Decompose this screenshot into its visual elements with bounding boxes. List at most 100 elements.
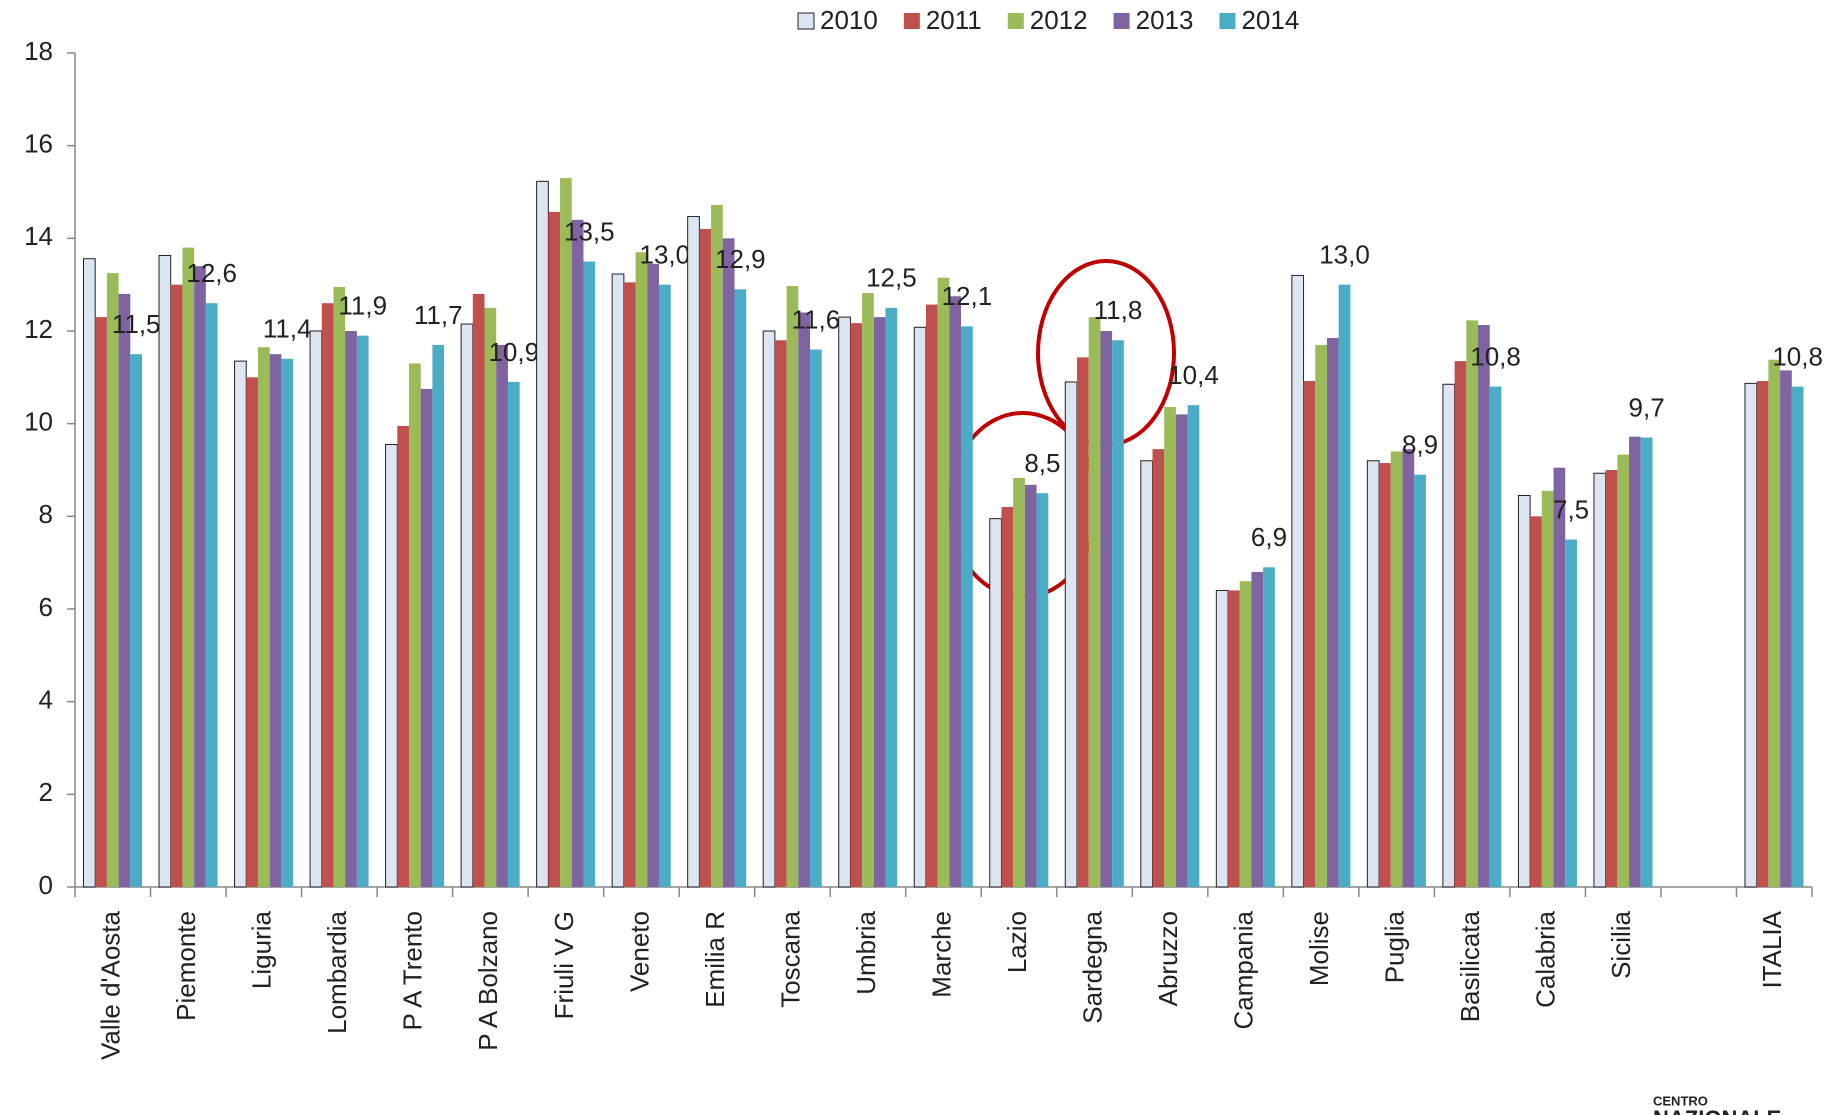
bar	[1338, 284, 1351, 888]
bar	[571, 219, 584, 888]
data-label: 11,4	[263, 314, 312, 344]
bar	[1187, 405, 1200, 887]
bar	[1390, 451, 1403, 887]
bar	[913, 326, 927, 888]
data-label: 11,9	[338, 291, 387, 321]
bar	[1140, 460, 1154, 888]
bar	[838, 316, 851, 888]
data-label: 13,0	[640, 240, 691, 270]
bar	[1175, 414, 1188, 887]
data-label: 13,5	[564, 216, 615, 246]
y-tick-label: 8	[39, 499, 53, 529]
data-label: 8,9	[1402, 430, 1438, 460]
bar	[472, 293, 485, 887]
bar	[536, 180, 549, 888]
data-label: 13,0	[1319, 240, 1370, 270]
legend-swatch	[1113, 13, 1130, 29]
y-tick-label: 2	[39, 777, 53, 807]
bar	[1001, 507, 1014, 887]
legend-label: 2010	[820, 5, 878, 35]
bar	[281, 358, 294, 887]
bar	[734, 289, 747, 887]
bar	[95, 317, 107, 888]
y-tick-label: 10	[24, 407, 53, 437]
data-label: 11,8	[1094, 295, 1143, 325]
bar	[774, 340, 787, 887]
bar	[1251, 571, 1264, 887]
bar	[762, 330, 776, 888]
legend-swatch	[1219, 13, 1236, 29]
bar	[1239, 581, 1252, 887]
bar	[1315, 344, 1327, 887]
data-label: 9,7	[1629, 392, 1665, 422]
bar	[1036, 493, 1049, 887]
bar	[1024, 484, 1037, 887]
bar	[1088, 317, 1101, 888]
bar	[1517, 494, 1531, 888]
data-label: 11,5	[112, 309, 161, 339]
bar	[1100, 331, 1113, 887]
bar	[170, 284, 183, 888]
bar	[1076, 357, 1089, 887]
bar	[583, 261, 596, 887]
bar	[82, 258, 96, 888]
bar	[623, 282, 636, 888]
bar	[989, 518, 1002, 888]
bar	[1291, 274, 1305, 888]
bar	[548, 211, 561, 887]
data-label: 10,8	[1470, 341, 1521, 371]
bar	[118, 293, 131, 887]
bar	[786, 286, 799, 888]
bar	[1402, 449, 1415, 887]
bar	[1379, 463, 1391, 887]
x-tick-label: Liguria	[247, 910, 277, 989]
x-tick-label: Calabria	[1531, 910, 1561, 1007]
bar	[321, 303, 334, 887]
bar	[611, 273, 625, 888]
bar	[1215, 589, 1229, 888]
legend-label: 2013	[1136, 5, 1194, 35]
x-tick-label: Puglia	[1380, 910, 1410, 983]
bar	[1530, 516, 1542, 887]
bar	[1541, 490, 1554, 887]
bar	[1164, 406, 1176, 887]
y-tick-label: 0	[39, 870, 53, 900]
bar	[722, 238, 735, 888]
y-tick-label: 14	[24, 221, 53, 251]
bar	[1064, 381, 1078, 888]
bar	[885, 307, 898, 887]
bar	[1326, 337, 1339, 887]
bar	[408, 363, 421, 887]
bar	[432, 344, 445, 887]
bar	[1454, 361, 1467, 887]
x-tick-label: Molise	[1304, 911, 1334, 986]
bar	[484, 307, 497, 887]
legend-label: 2011	[926, 5, 982, 35]
x-tick-label: Campania	[1228, 910, 1258, 1029]
x-tick-label: Basilicata	[1455, 910, 1485, 1022]
bar	[1605, 470, 1618, 887]
data-label: 7,5	[1553, 494, 1589, 524]
x-tick-label: Piemonte	[171, 911, 201, 1021]
y-tick-label: 16	[24, 129, 53, 159]
bar	[1303, 381, 1316, 887]
data-label: 12,9	[715, 244, 766, 274]
bar	[937, 277, 950, 887]
x-tick-label: Veneto	[624, 911, 654, 992]
x-tick-label: Lombardia	[322, 910, 352, 1033]
data-label: 11,7	[414, 300, 463, 330]
bar	[1593, 472, 1607, 888]
bar	[1013, 477, 1025, 887]
legend-swatch	[797, 12, 815, 30]
x-tick-label: Marche	[926, 911, 956, 998]
bar	[635, 252, 648, 887]
data-label: 12,6	[186, 258, 237, 288]
y-tick-label: 4	[39, 685, 53, 715]
data-label: 11,6	[792, 304, 841, 334]
bar	[798, 312, 811, 887]
data-label: 6,9	[1251, 522, 1287, 552]
legend-swatch	[903, 13, 920, 29]
bar	[345, 331, 357, 887]
bar	[1640, 437, 1653, 887]
bar	[205, 303, 218, 887]
